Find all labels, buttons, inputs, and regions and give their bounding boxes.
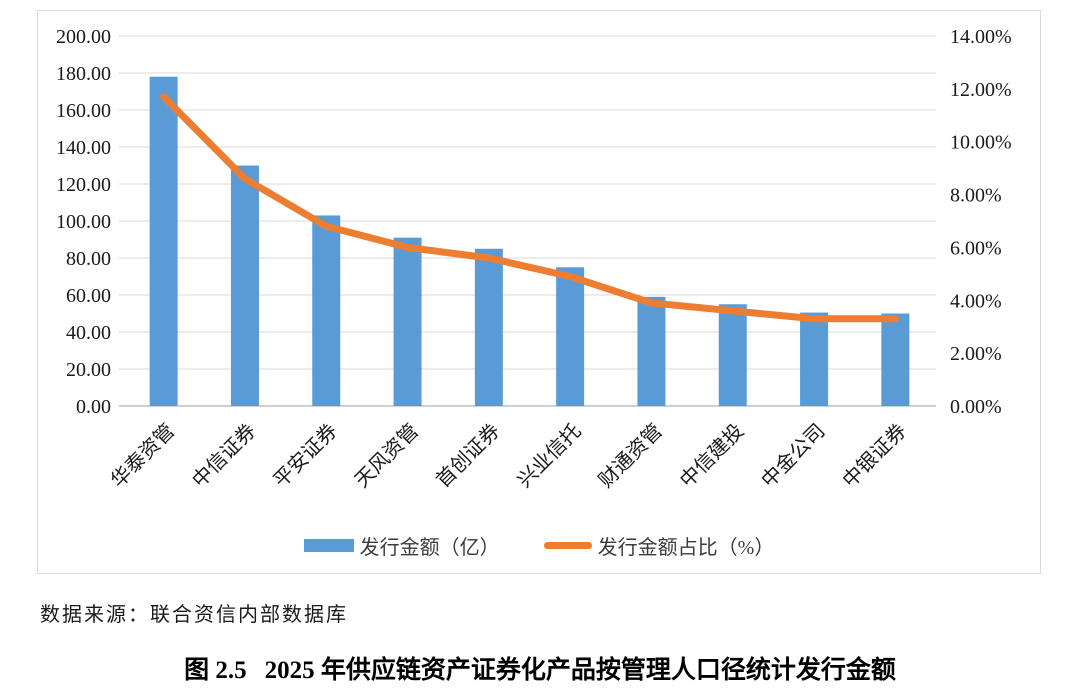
left-axis-tick-label: 140.00 bbox=[56, 137, 111, 159]
x-axis-category-label: 中信建投 bbox=[675, 419, 748, 492]
line-series-swatch-icon bbox=[543, 541, 592, 549]
left-axis-tick-label: 40.00 bbox=[66, 322, 111, 344]
x-axis-category-label: 财通资管 bbox=[594, 419, 667, 492]
x-axis-category-label: 中金公司 bbox=[757, 419, 830, 492]
bar bbox=[556, 267, 585, 406]
legend-item-line: 发行金额占比（%） bbox=[543, 531, 775, 560]
right-axis-tick-label: 0.00% bbox=[950, 396, 1002, 418]
bar bbox=[149, 76, 178, 406]
left-axis-tick-label: 0.00 bbox=[76, 396, 111, 418]
x-axis-category-label: 天风资管 bbox=[350, 419, 423, 492]
right-axis-tick-label: 10.00% bbox=[950, 132, 1012, 154]
combo-chart-svg: 0.00 20.00 40.00 60.00 80.00 100.00 120.00 140.… bbox=[56, 26, 1012, 492]
left-axis-tick-label: 20.00 bbox=[66, 359, 111, 381]
left-axis-tick-label: 80.00 bbox=[66, 248, 111, 270]
left-axis-tick-label: 120.00 bbox=[56, 174, 111, 196]
figure-title: 2025 年供应链资产证券化产品按管理人口径统计发行金额 bbox=[264, 657, 896, 684]
left-axis-tick-label: 180.00 bbox=[56, 63, 111, 85]
x-axis-category-label: 兴业信托 bbox=[513, 419, 586, 492]
bar bbox=[800, 312, 829, 406]
data-source-note: 数据来源：联合资信内部数据库 bbox=[40, 604, 348, 626]
right-axis-tick-label: 4.00% bbox=[950, 290, 1002, 312]
line-series bbox=[160, 93, 899, 323]
bar-series-swatch-icon bbox=[303, 538, 354, 552]
left-axis-tick-label: 100.00 bbox=[56, 211, 111, 233]
chart-legend: 发行金额（亿） 发行金额占比（%） bbox=[38, 531, 1040, 559]
right-axis-tick-label: 8.00% bbox=[950, 185, 1002, 207]
right-axis-tick-label: 6.00% bbox=[950, 237, 1002, 259]
x-axis-category-label: 平安证券 bbox=[269, 419, 342, 492]
legend-item-bar: 发行金额（亿） bbox=[303, 531, 500, 560]
x-axis-category-label: 首创证券 bbox=[432, 419, 505, 492]
x-axis-category-label: 中银证券 bbox=[838, 419, 911, 492]
x-axis-category-label: 中信证券 bbox=[188, 419, 261, 492]
chart: 0.00 20.00 40.00 60.00 80.00 100.00 120.00 140.… bbox=[37, 10, 1041, 574]
bar bbox=[312, 215, 341, 406]
bar bbox=[637, 296, 666, 406]
right-axis-tick-label: 12.00% bbox=[950, 79, 1012, 101]
bar bbox=[881, 313, 910, 406]
bar bbox=[393, 237, 422, 406]
left-axis-tick-label: 160.00 bbox=[56, 100, 111, 122]
bar bbox=[718, 304, 747, 406]
figure-number: 图 2.5 bbox=[184, 657, 247, 684]
right-axis-tick-label: 2.00% bbox=[950, 343, 1002, 365]
legend-bar-label: 发行金额（亿） bbox=[359, 536, 500, 559]
right-axis-tick-label: 14.00% bbox=[950, 26, 1012, 48]
left-axis-tick-label: 200.00 bbox=[56, 26, 111, 48]
x-axis-category-label: 华泰资管 bbox=[106, 419, 179, 492]
left-axis-tick-label: 60.00 bbox=[66, 285, 111, 307]
bar bbox=[474, 248, 503, 406]
legend-line-label: 发行金额占比（%） bbox=[597, 536, 775, 559]
bar bbox=[230, 165, 259, 406]
figure-caption: 图 2.5 2025 年供应链资产证券化产品按管理人口径统计发行金额 bbox=[0, 650, 1080, 686]
